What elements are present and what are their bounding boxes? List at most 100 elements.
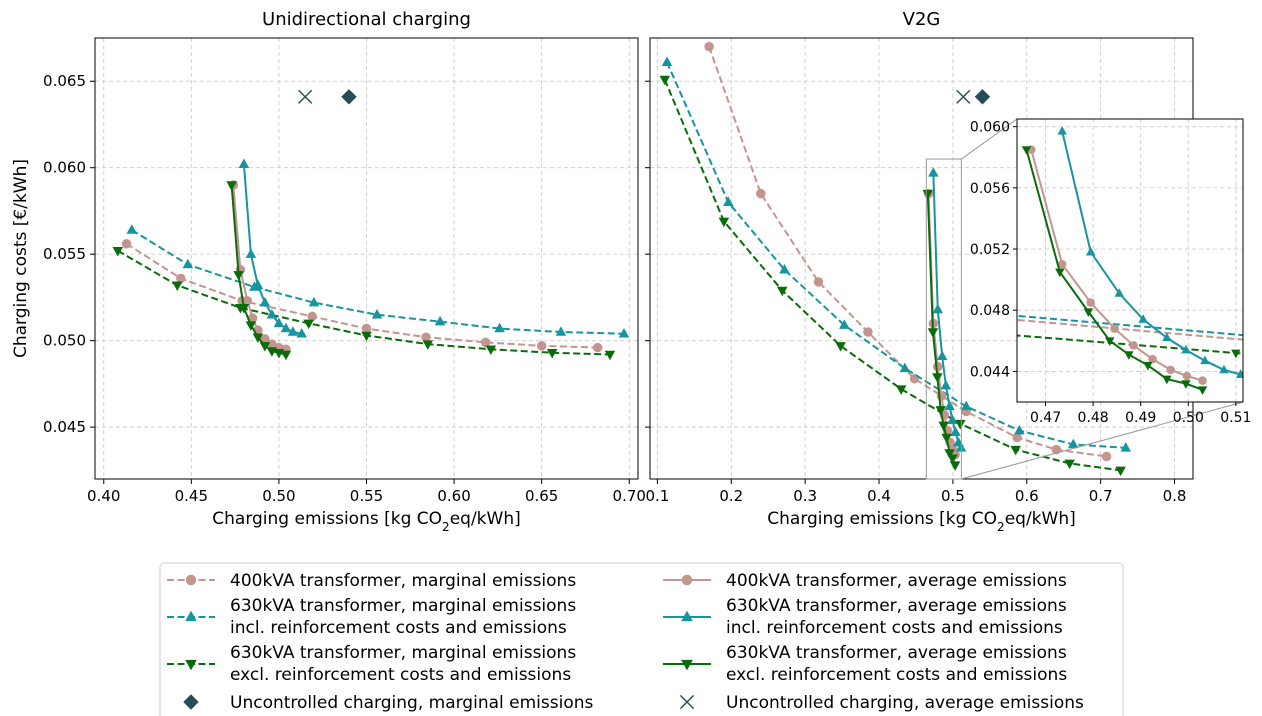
data-point [266, 308, 278, 319]
panel-0: 0.40 0.45 0.50 0.55 0.60 0.65 0.70 0.045 0.050 0.… [11, 9, 646, 534]
x-tick-label: 0.3 [793, 487, 817, 505]
data-point [460, 281, 469, 290]
data-point [1120, 442, 1132, 452]
data-point [1021, 146, 1032, 155]
data-point [1166, 365, 1175, 375]
chart-title: Unidirectional charging [262, 9, 471, 30]
zoom-rectangle [925, 158, 962, 480]
inset-x-tick-label: 0.50 [1173, 410, 1204, 426]
x-tick-label: 0.70 [613, 487, 646, 505]
legend-marker [185, 574, 197, 586]
data-point [546, 349, 558, 359]
data-point [776, 286, 788, 297]
data-point [933, 361, 943, 372]
data-point [296, 327, 307, 338]
x-tick-label: 0.5 [941, 487, 965, 505]
series-5 [226, 181, 292, 361]
data-point [839, 319, 850, 329]
data-point [245, 321, 257, 331]
x-tick-label: 0.8 [1163, 487, 1187, 505]
legend-item: 630kVA transformer, average emissionsexc… [663, 643, 1067, 685]
legend-label: 630kVA transformer, average emissions [726, 643, 1067, 663]
data-point [421, 332, 431, 342]
data-point [1110, 324, 1119, 333]
data-point [899, 362, 911, 373]
series-line-1 [131, 229, 625, 335]
x-tick-label: 0.2 [719, 487, 743, 505]
y-tick-label: 0.060 [43, 159, 86, 177]
y-tick-label: 0.050 [43, 332, 86, 350]
data-point [267, 339, 277, 349]
series-line-0 [708, 46, 1107, 458]
data-point [1057, 126, 1067, 135]
data-point [1200, 355, 1210, 365]
data-point [723, 196, 734, 207]
legend-label: 630kVA transformer, average emissions [726, 596, 1067, 616]
data-point [494, 322, 505, 333]
data-point [361, 323, 372, 334]
series-0 [121, 239, 603, 353]
data-point [1148, 354, 1157, 364]
y-tick-label: 0.065 [43, 72, 86, 90]
data-point [371, 308, 383, 319]
y-axis-label: Charging costs [€/kWh] [11, 159, 31, 358]
legend-label: excl. reinforcement costs and emissions [230, 665, 571, 685]
data-point [121, 239, 132, 249]
legend-label: Uncontrolled charging, marginal emission… [230, 693, 593, 713]
data-point [245, 248, 257, 258]
data-point [259, 342, 271, 352]
x-axis-label: Charging emissions [kg CO2eq/kWh] [767, 509, 1075, 534]
data-point [434, 315, 446, 326]
xlabel-part: eq/kWh] [1005, 509, 1076, 529]
data-point [176, 273, 186, 284]
data-point [932, 373, 943, 383]
legend-item: Uncontrolled charging, average emissions [679, 693, 1084, 713]
xlabel-part: Charging emissions [kg CO [212, 509, 442, 529]
data-point [618, 327, 630, 338]
inset-y-tick-label: 0.048 [970, 303, 1010, 319]
y-tick-label: 0.055 [43, 245, 86, 263]
data-point [555, 326, 567, 336]
data-point [863, 327, 873, 337]
legend-item: 630kVA transformer, average emissionsinc… [663, 596, 1067, 638]
data-point [252, 333, 264, 343]
data-point [949, 461, 961, 471]
data-point [604, 350, 616, 361]
data-point [1114, 288, 1125, 297]
data-point [233, 271, 244, 281]
data-point [308, 296, 320, 307]
data-point [287, 326, 299, 336]
data-point [126, 224, 138, 234]
legend-item: 400kVA transformer, average emissions [663, 571, 1067, 591]
legend-item: 400kVA transformer, marginal emissions [167, 571, 576, 591]
uncontrolled-marginal-marker [341, 89, 357, 105]
series-1 [661, 56, 1132, 452]
grid [95, 38, 638, 479]
data-point [280, 350, 292, 361]
series-4 [1057, 126, 1243, 378]
data-point [1014, 424, 1025, 435]
legend-label: excl. reinforcement costs and emissions [726, 665, 1067, 685]
legend-item: 630kVA transformer, marginal emissionsex… [167, 643, 576, 685]
y-tick-label: 0.045 [43, 418, 86, 436]
zoom-connector [961, 118, 1018, 160]
uncontrolled-average-marker [298, 89, 313, 104]
legend-label: 630kVA transformer, marginal emissions [230, 643, 576, 663]
data-point [592, 342, 603, 353]
data-point [1086, 246, 1096, 256]
data-point [172, 281, 183, 292]
series-4 [238, 158, 307, 338]
data-point [252, 279, 264, 290]
data-point [1162, 375, 1172, 385]
data-point [1129, 341, 1138, 350]
legend-label: incl. reinforcement costs and emissions [230, 618, 567, 638]
data-point [1219, 364, 1229, 374]
data-point [485, 345, 497, 356]
data-point [756, 188, 766, 199]
data-point [950, 426, 961, 437]
data-point [835, 342, 846, 352]
series-line-2 [663, 79, 1121, 472]
legend-marker [681, 574, 693, 586]
x-tick-label: 0.40 [87, 487, 120, 505]
chart-title: V2G [903, 9, 941, 30]
